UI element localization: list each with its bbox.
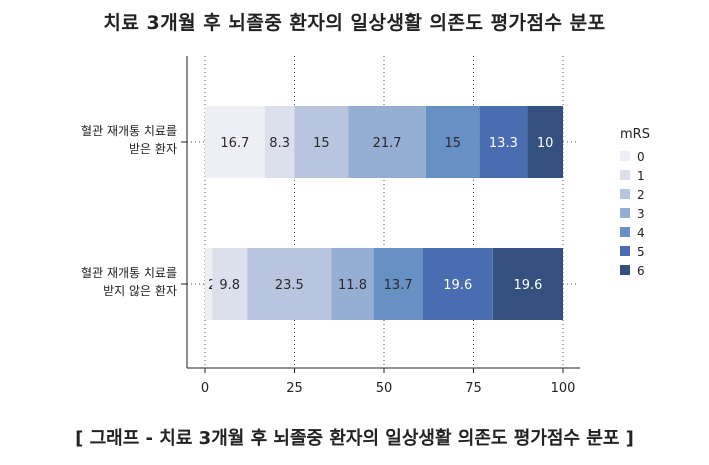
bar-segment [205,106,265,178]
data-label: 15 [313,136,330,151]
chart-caption: [ 그래프 - 치료 3개월 후 뇌졸중 환자의 일상생활 의존도 평가점수 분… [75,428,634,449]
data-label: 13.7 [384,278,413,293]
legend-title: mRS [620,127,650,142]
legend-label: 4 [637,226,645,240]
bar-segment [479,106,528,178]
bar-segment [212,248,248,320]
x-tick-label: 75 [465,381,482,396]
bar-segment [294,106,349,178]
legend-swatch [620,208,630,218]
bar-segment [264,106,295,178]
data-label: 9.8 [219,278,240,293]
x-tick-label: 25 [286,381,303,396]
data-label: 15 [444,136,461,151]
legend-swatch [620,151,630,161]
bar-segment [425,106,480,178]
legend-swatch [620,189,630,199]
legend-swatch [620,246,630,256]
chart-title: 치료 3개월 후 뇌졸중 환자의 일상생활 의존도 평가점수 분포 [103,12,606,34]
category-label: 혈관 재개통 치료를 [81,124,177,138]
category-label: 혈관 재개통 치료를 [81,266,177,280]
legend-label: 2 [637,188,645,202]
bar-segment [205,248,213,320]
legend-swatch [620,227,630,237]
legend-swatch [620,265,630,275]
category-label: 받지 않은 환자 [103,284,177,298]
legend-label: 1 [637,169,645,183]
legend-label: 0 [637,150,645,164]
x-tick-label: 50 [376,381,393,396]
data-label: 19.6 [513,278,542,293]
data-label: 2 [208,278,216,293]
x-tick-label: 0 [201,381,209,396]
bar-segment [492,248,563,320]
data-label: 16.7 [220,136,249,151]
legend-swatch [620,170,630,180]
bar-segment [422,248,493,320]
bar-segment [348,106,426,178]
data-label: 23.5 [275,278,304,293]
x-tick-label: 100 [551,381,576,396]
bar-segment [331,248,374,320]
data-label: 8.3 [269,136,290,151]
legend-label: 6 [637,264,645,278]
bar-segment [247,248,332,320]
bar-segment [373,248,423,320]
data-label: 21.7 [373,136,402,151]
legend-label: 3 [637,207,645,221]
data-label: 13.3 [489,136,518,151]
category-label: 받은 환자 [129,142,177,156]
data-label: 10 [537,136,554,151]
bar-segment [527,106,563,178]
legend-label: 5 [637,245,645,259]
data-label: 19.6 [443,278,472,293]
data-label: 11.8 [338,278,367,293]
